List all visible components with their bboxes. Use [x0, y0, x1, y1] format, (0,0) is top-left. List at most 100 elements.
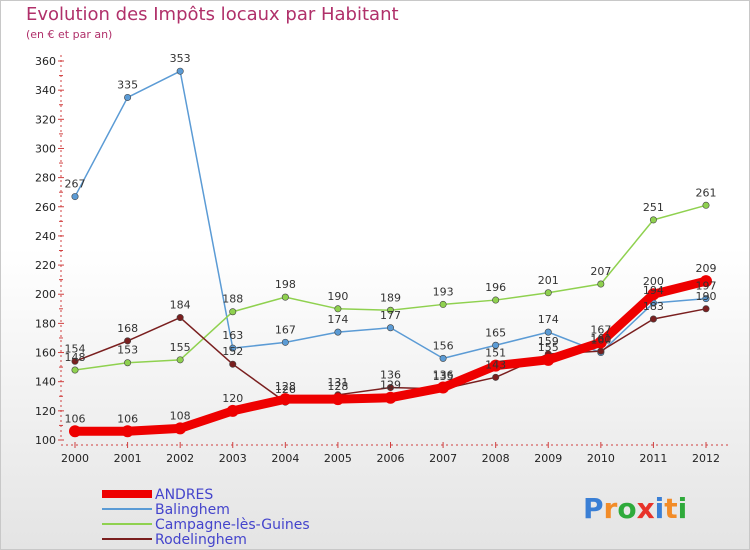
logo-letter: t — [664, 492, 678, 525]
x-tick-label: 2007 — [429, 452, 457, 465]
data-point — [124, 337, 132, 345]
data-label: 183 — [643, 300, 664, 313]
data-point — [386, 324, 394, 332]
data-label: 120 — [222, 392, 243, 405]
data-point — [492, 296, 500, 304]
data-point — [492, 373, 500, 381]
data-point — [439, 300, 447, 308]
x-tick-label: 2004 — [271, 452, 299, 465]
data-label: 209 — [696, 262, 717, 275]
data-point — [700, 275, 712, 288]
x-tick-label: 2003 — [219, 452, 247, 465]
data-label: 143 — [485, 358, 506, 371]
data-label: 168 — [117, 322, 138, 335]
x-tick-label: 2012 — [692, 452, 720, 465]
data-label: 190 — [327, 290, 348, 303]
y-tick-label: 300 — [35, 142, 56, 155]
logo-letter: x — [636, 492, 655, 525]
data-label: 177 — [380, 309, 401, 322]
data-point — [229, 308, 237, 316]
data-label: 160 — [590, 334, 611, 347]
data-label: 335 — [117, 78, 138, 91]
data-label: 165 — [485, 326, 506, 339]
data-point — [124, 359, 132, 367]
logo-letter: r — [603, 492, 618, 525]
data-point — [229, 344, 237, 352]
data-point — [281, 338, 289, 346]
data-point — [176, 314, 184, 322]
data-point — [647, 288, 660, 301]
data-point — [176, 67, 184, 75]
data-point — [542, 353, 555, 366]
y-tick-label: 200 — [35, 288, 56, 301]
y-tick-label: 220 — [35, 259, 56, 272]
legend-label: Campagne-lès-Guines — [155, 517, 310, 533]
data-point — [334, 328, 342, 336]
y-tick-label: 180 — [35, 317, 56, 330]
logo-letter: i — [677, 492, 688, 525]
data-point — [594, 336, 607, 349]
data-point — [544, 328, 552, 336]
y-tick-label: 100 — [35, 434, 56, 447]
x-tick-label: 2008 — [482, 452, 510, 465]
data-point — [649, 315, 657, 323]
data-label: 155 — [170, 341, 191, 354]
chart-subtitle: (en € et par an) — [26, 28, 113, 41]
data-label: 161 — [590, 332, 611, 345]
data-label: 196 — [485, 281, 506, 294]
data-point — [386, 384, 394, 392]
data-label: 154 — [65, 342, 86, 355]
data-label: 189 — [380, 291, 401, 304]
data-label: 156 — [433, 339, 454, 352]
data-label: 136 — [433, 369, 454, 382]
data-point — [597, 347, 605, 355]
x-tick-label: 2009 — [534, 452, 562, 465]
y-tick-label: 360 — [35, 55, 56, 68]
data-point — [384, 391, 397, 404]
data-label: 188 — [222, 293, 243, 306]
data-point — [69, 425, 81, 438]
proxiti-logo: Proxiti — [583, 492, 687, 525]
data-point — [281, 293, 289, 301]
data-point — [229, 360, 237, 368]
data-point — [439, 354, 447, 362]
data-label: 152 — [222, 345, 243, 358]
x-tick-label: 2001 — [114, 452, 142, 465]
series-andres — [69, 275, 712, 438]
data-label: 193 — [433, 285, 454, 298]
logo-letter: o — [617, 492, 637, 525]
data-label: 251 — [643, 201, 664, 214]
data-label: 201 — [538, 274, 559, 287]
data-label: 131 — [327, 376, 348, 389]
data-label: 136 — [380, 369, 401, 382]
logo-letter: P — [583, 492, 604, 525]
y-tick-label: 160 — [35, 347, 56, 360]
data-point — [121, 425, 134, 438]
data-label: 200 — [643, 275, 664, 288]
data-point — [489, 359, 502, 372]
data-point — [279, 393, 292, 406]
x-tick-label: 2005 — [324, 452, 352, 465]
data-label: 129 — [380, 379, 401, 392]
data-label: 126 — [275, 383, 296, 396]
data-point — [176, 356, 184, 364]
logo-letter: i — [654, 492, 665, 525]
data-label: 261 — [696, 186, 717, 199]
data-label: 128 — [275, 380, 296, 393]
data-label: 159 — [538, 335, 559, 348]
data-label: 148 — [65, 351, 86, 364]
data-point — [174, 422, 187, 435]
data-label: 190 — [696, 290, 717, 303]
data-label: 153 — [117, 344, 138, 357]
data-point — [226, 404, 239, 417]
data-point — [334, 305, 342, 313]
data-label: 108 — [170, 409, 191, 422]
data-label: 174 — [327, 313, 348, 326]
x-tick-label: 2000 — [61, 452, 89, 465]
chart-title: Evolution des Impôts locaux par Habitant — [26, 4, 399, 25]
y-tick-label: 320 — [35, 113, 56, 126]
legend-label: Rodelinghem — [155, 532, 247, 548]
data-label: 207 — [590, 265, 611, 278]
